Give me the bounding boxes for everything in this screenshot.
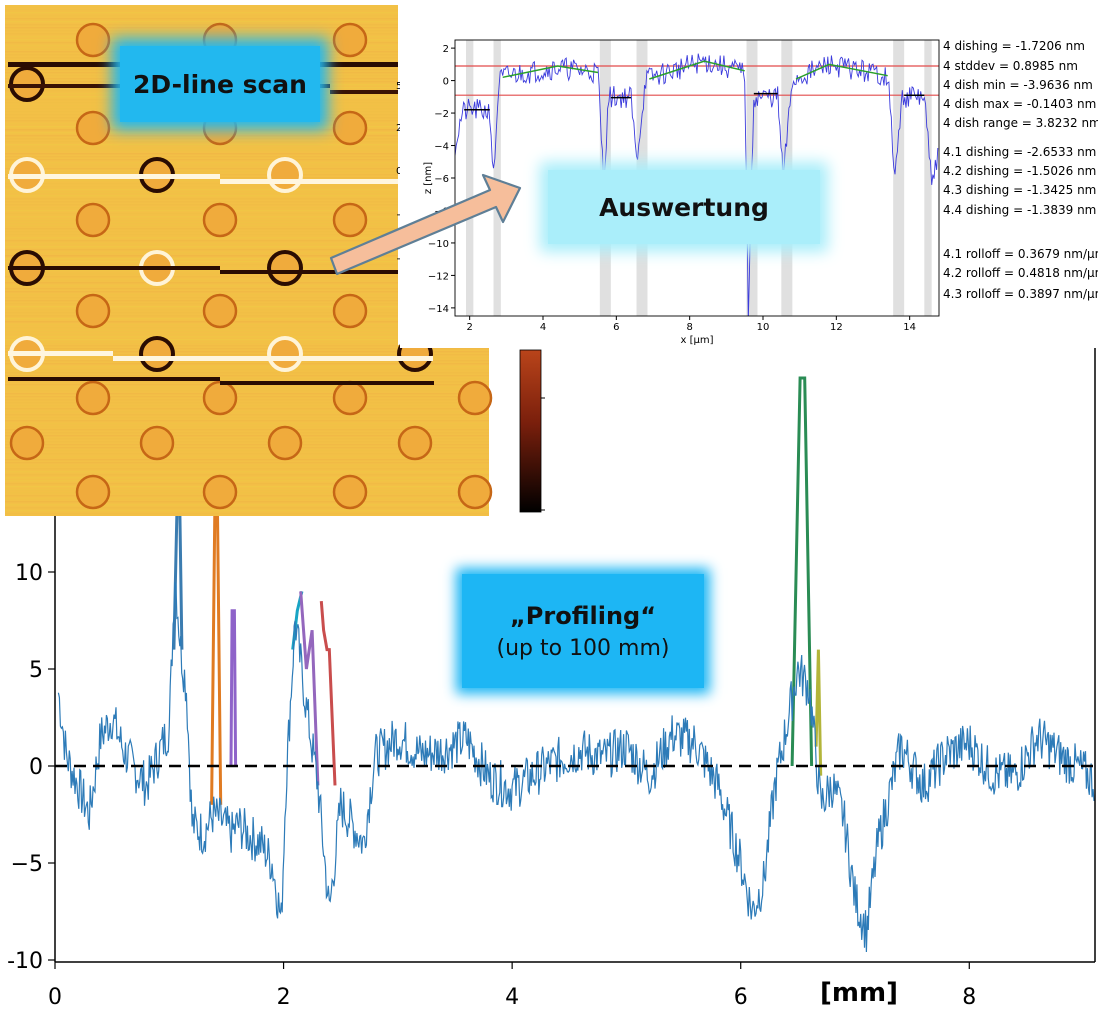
scan-via-circle [332,293,368,329]
eval-rolloff-fit [649,60,745,80]
profiling-subtitle: (up to 100 mm) [496,635,670,661]
peak-segment-7 [814,649,823,776]
scan-via-circle [332,110,368,146]
scan-via-circle [397,425,433,461]
eval-ytick-label: 2 [443,44,449,55]
stat-line: 4.1 dishing = -2.6533 nm [943,145,1096,159]
stat-line: 4.3 dishing = -1.3425 nm [943,183,1096,197]
eval-xtick-label: 4 [540,322,546,333]
scan-via-circle [267,250,303,286]
eval-ytick-label: −6 [434,174,449,185]
profiling-title: „Profiling“ [510,601,656,630]
scan-via-circle [332,474,368,510]
scan-via-circle [75,22,111,58]
stat-line: 4 dishing = -1.7206 nm [943,39,1085,53]
stat-line: 4.4 dishing = -1.3839 nm [943,203,1096,217]
eval-ytick-label: −10 [428,239,449,250]
eval-band [893,40,905,316]
peak-segment-5 [319,600,337,786]
stat-line: 4 dish range = 3.8232 nm [943,116,1098,130]
peak-segment-1 [210,492,223,805]
stat-line: 4.3 rolloff = 0.3897 nm/μm [943,287,1098,301]
eval-xticks: 2 4 6 8 10 12 14 [466,316,916,333]
scan-via-circle [75,202,111,238]
scan-via-circle [267,336,303,372]
eval-rolloff-fit [502,65,599,79]
main-ytick-label: 0 [29,755,43,780]
scan-via-circle [332,380,368,416]
eval-xtick-label: 14 [903,322,916,333]
eval-xtick-label: 8 [686,322,692,333]
eval-xtick-label: 6 [613,322,619,333]
peak-segment-4 [299,591,320,786]
eval-ytick-label: 0 [443,77,449,88]
eval-fit-segments [464,60,925,111]
arrow-shape [329,173,522,276]
scan-via-circle [332,202,368,238]
main-ytick-label: −5 [11,852,43,877]
scan-via-circle [267,425,303,461]
main-peaks [172,376,823,805]
scan-via-circle [139,336,175,372]
scan-via-circle [139,425,175,461]
stat-line: 4 stddev = 0.8985 nm [943,59,1078,73]
scan-via-circle [332,22,368,58]
scan-via-circle [202,474,238,510]
eval-ytick-label: −12 [428,271,449,282]
main-xtick-label: 4 [505,985,519,1010]
eval-xtick-label: 2 [466,322,472,333]
eval-ytick-label: −2 [434,109,449,120]
peak-segment-2 [229,609,238,767]
scan-via-circle [202,202,238,238]
eval-ytick-label: −4 [434,142,449,153]
eval-xtick-label: 12 [830,322,843,333]
eval-rolloff-fit [795,63,888,80]
eval-xtick-label: 10 [757,322,770,333]
x-unit-label: [mm] [820,978,898,1008]
profiling-label: „Profiling“ (up to 100 mm) [462,574,704,688]
profile-series-line [57,582,1095,953]
stat-line: 4.2 dishing = -1.5026 nm [943,164,1096,178]
eval-x-axis-label: x [μm] [680,335,713,346]
scan-via-circle [75,293,111,329]
scan-via-circle [267,157,303,193]
scan-via-circle [457,380,493,416]
scan-label-text: 2D-line scan [133,69,307,99]
scan-via-circle [9,425,45,461]
stat-line: 4 dish min = -3.9636 nm [943,78,1093,92]
scan-via-circle [202,380,238,416]
main-yticks: -10 −5 0 5 10 [7,561,55,974]
scan-via-circle [75,110,111,146]
eval-y-axis-label: z [nm] [423,162,434,194]
stat-line: 4.2 rolloff = 0.4818 nm/μm [943,266,1098,280]
eval-label-text: Auswertung [599,192,769,222]
eval-series-line [455,53,939,316]
eval-ytick-label: −14 [428,304,449,315]
main-ytick-label: 5 [29,658,43,683]
eval-band [924,40,932,316]
scan-via-circle [457,474,493,510]
colorbar [519,349,545,513]
main-ytick-label: 10 [15,561,43,586]
eval-band [493,40,501,316]
eval-label: Auswertung [548,170,820,244]
main-xtick-label: 2 [277,985,291,1010]
main-xtick-label: 8 [962,985,976,1010]
main-xticks: 0 2 4 6 8 [48,962,976,1010]
eval-band [466,40,474,316]
stat-line: 4.1 rolloff = 0.3679 nm/μm [943,247,1098,261]
main-ytick-label: -10 [7,949,43,974]
peak-segment-6 [790,376,814,767]
scan-via-circle [202,293,238,329]
scan-via-circle [75,474,111,510]
stats-panel: 4 dishing = -1.7206 nm 4 stddev = 0.8985 … [943,39,1098,301]
main-xtick-label: 6 [734,985,748,1010]
scan-via-circle [75,380,111,416]
scan-label: 2D-line scan [120,46,320,122]
main-xtick-label: 0 [48,985,62,1010]
stat-line: 4 dish max = -0.1403 nm [943,97,1096,111]
